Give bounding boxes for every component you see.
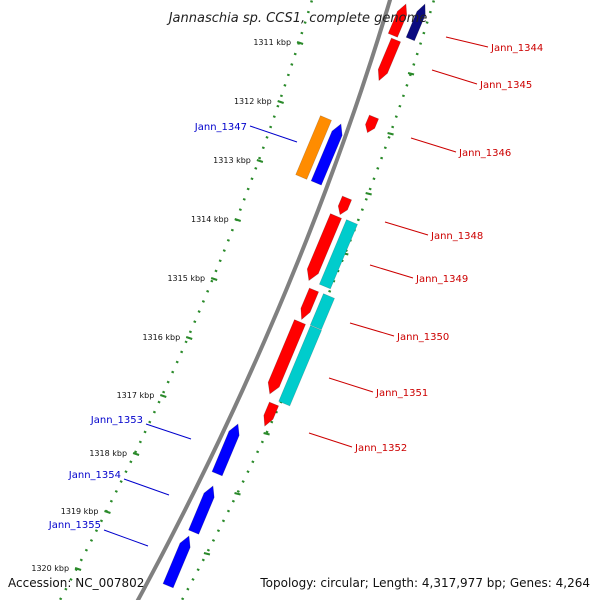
scale-tick — [159, 394, 167, 398]
gene-label-leader — [445, 36, 489, 48]
gene-label-leader — [123, 478, 170, 496]
gene-label[interactable]: Jann_1354 — [68, 470, 121, 481]
gene-cyan-1351-pair[interactable] — [278, 325, 322, 407]
gene-arrow-shape — [211, 423, 240, 477]
gene-labels: Jann_1344 Jann_1345 Jann_1346 Jann_1347 Jann… — [48, 36, 543, 547]
gene-jann-1345[interactable] — [374, 37, 402, 82]
gene-label[interactable]: Jann_1346 — [458, 148, 511, 159]
scale-tick-label: 1311 kbp — [253, 38, 291, 47]
inner-ring-tick — [203, 552, 211, 556]
scale-tick-label: 1314 kbp — [191, 215, 229, 224]
gene-arrow-shape — [162, 535, 191, 589]
gene-label-leader — [410, 137, 457, 153]
gene-jann-1344[interactable] — [387, 2, 410, 38]
gene-arrow-shape — [188, 485, 215, 535]
scale-tick-label: 1312 kbp — [234, 97, 272, 106]
gene-label-leader — [349, 322, 395, 337]
gene-block-shape — [318, 219, 358, 290]
scale-tick-label: 1317 kbp — [117, 391, 155, 400]
gene-label-leader — [308, 432, 353, 448]
gene-jann-1355[interactable] — [162, 534, 194, 589]
gene-arrow-shape — [337, 195, 353, 216]
gene-jann-1346[interactable] — [363, 114, 380, 135]
scale-ticks: 1311 kbp 1312 kbp 1313 kbp 1314 kbp 1315 kbp… — [31, 38, 415, 573]
gene-label[interactable]: Jann_1355 — [48, 520, 101, 531]
scale-tick-label: 1316 kbp — [142, 333, 180, 342]
inner-ring-tick — [234, 492, 241, 496]
gene-block-shape — [309, 293, 335, 331]
gene-label[interactable]: Jann_1345 — [479, 80, 532, 91]
gene-arrow-shape — [377, 37, 402, 82]
gene-label-leader — [431, 69, 478, 85]
gene-label-leader — [328, 377, 374, 393]
inner-ring-tick — [365, 192, 372, 196]
scale-tick — [104, 510, 111, 514]
gene-jann-1354[interactable] — [188, 484, 219, 535]
scale-tick — [296, 41, 304, 45]
gene-label-leader — [145, 423, 192, 440]
gene-arrow-shape — [310, 123, 343, 186]
gene-block-shape — [295, 115, 332, 180]
gene-arrow-shape — [405, 3, 426, 42]
gene-block-shape — [278, 325, 322, 407]
gene-red-1349-pair[interactable] — [303, 213, 342, 283]
inner-ring-tick — [263, 432, 270, 436]
genome-summary-text: Topology: circular; Length: 4,317,977 bp… — [259, 576, 590, 590]
inner-ring-tick — [407, 72, 415, 76]
gene-label-leader — [369, 264, 414, 279]
scale-tick — [132, 452, 140, 456]
gene-cyan-1350-pair[interactable] — [309, 293, 335, 331]
gene-arrow-shape — [267, 319, 306, 395]
gene-label[interactable]: Jann_1351 — [375, 388, 428, 399]
gene-label[interactable]: Jann_1344 — [490, 43, 543, 54]
gene-arrow-shape — [300, 287, 320, 321]
gene-label-leader — [384, 221, 429, 236]
gene-jann-1348[interactable] — [335, 195, 353, 216]
scale-tick — [210, 277, 218, 281]
gene-arrow-shape — [306, 213, 342, 282]
gene-label-leader — [103, 529, 149, 547]
gene-jann-1347[interactable] — [310, 122, 346, 186]
gene-jann-1351[interactable] — [264, 319, 306, 397]
gene-label[interactable]: Jann_1349 — [415, 274, 468, 285]
gene-jann-1352[interactable] — [260, 401, 280, 428]
scale-tick — [185, 336, 193, 340]
gene-label[interactable]: Jann_1352 — [354, 443, 407, 454]
gene-navy-block[interactable] — [405, 2, 429, 42]
gene-label-leader — [249, 125, 298, 143]
gene-jann-1350[interactable] — [297, 287, 320, 321]
gene-arrow-shape — [365, 114, 380, 134]
scale-tick-label: 1319 kbp — [61, 507, 99, 516]
gene-orange-block[interactable] — [295, 115, 332, 180]
gene-jann-1349[interactable] — [318, 219, 358, 290]
scale-tick-label: 1313 kbp — [213, 156, 251, 165]
accession-text: Accession: NC_007802 — [8, 576, 144, 590]
scale-tick-label: 1318 kbp — [89, 449, 127, 458]
scale-tick-label: 1315 kbp — [167, 274, 205, 283]
gene-label[interactable]: Jann_1348 — [430, 231, 483, 242]
inner-ring-tick — [387, 132, 394, 136]
gene-jann-1353[interactable] — [211, 422, 243, 477]
scale-tick — [74, 567, 82, 571]
scale-tick — [256, 159, 264, 163]
genome-backbone — [135, 0, 393, 600]
gene-arrow-shape — [263, 401, 280, 427]
scale-tick — [277, 100, 284, 104]
gene-label[interactable]: Jann_1347 — [194, 122, 247, 133]
scale-tick — [234, 218, 242, 222]
gene-label[interactable]: Jann_1350 — [396, 332, 449, 343]
scale-tick-label: 1320 kbp — [31, 564, 69, 573]
gene-label[interactable]: Jann_1353 — [90, 415, 143, 426]
gene-features — [162, 2, 429, 589]
map-title: Jannaschia sp. CCS1, complete genome — [166, 11, 428, 26]
gene-arrow-shape — [387, 3, 408, 38]
ring-layer — [58, 0, 436, 600]
